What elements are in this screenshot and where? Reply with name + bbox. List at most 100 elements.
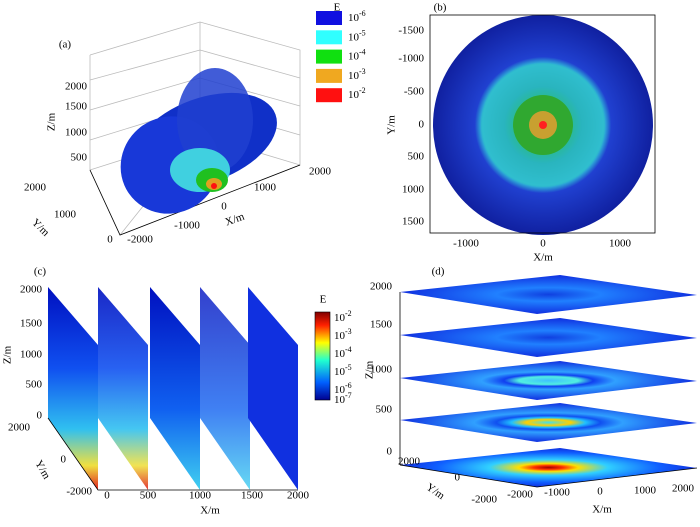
z-axis-label: Z/m [364,360,376,379]
colorbar-tick-label-base: 10 [334,312,346,324]
z-tick-label: 0 [387,446,393,458]
colorbar-tick-label: 10-6 [334,381,352,396]
y-tick-label: -1000 [398,53,424,65]
x-tick-label: -1000 [544,487,570,499]
z-tick-label: 1500 [20,318,43,330]
panel-c-drawing [47,287,331,491]
z-tick-label: 2000 [370,281,393,293]
legend-label-base: 10 [348,89,360,101]
y-tick-label: 2000 [24,182,47,194]
y-tick-label: -500 [404,86,425,98]
colorbar-tick-label-exp: -2 [345,309,352,318]
panel-label: (d) [432,266,445,278]
x-tick-label: 2000 [672,483,695,495]
legend-label-base: 10 [348,31,360,43]
legend-label-exp: -3 [359,67,366,76]
colorbar-tick-label-base: 10 [334,394,346,406]
x-tick-label: -2000 [127,234,153,246]
y-tick-label: 0 [455,472,461,484]
y-axis-label: Y/m [32,458,52,481]
z-tick-label: 500 [26,379,43,391]
x-tick-label: 2000 [287,490,310,502]
legend-swatch [316,30,342,45]
x-axis-label: X/m [200,505,220,517]
x-tick-label: 0 [104,490,110,502]
legend-label-base: 10 [348,12,360,24]
x-tick-label: 1500 [241,490,264,502]
z-tick-label: 1000 [370,364,393,376]
x-tick-label: -1000 [174,220,200,232]
legend-swatch [316,49,342,64]
colorbar-tick-label-exp: -7 [345,391,352,400]
legend-label-exp: -2 [359,86,366,95]
y-axis-label: Y/m [29,217,52,240]
z-axis-label: Z/m [2,345,14,364]
z-tick-label: 1000 [20,349,43,361]
colorbar-tick-label: 10-3 [334,327,352,342]
x-tick-label: 500 [140,490,157,502]
z-axis-label: Z/m [46,112,58,131]
x-tick-label: 2000 [309,166,332,178]
x-tick-label: 0 [540,238,546,250]
colorbar-tick-label-exp: -5 [345,363,352,372]
y-tick-label: 0 [107,234,113,246]
y-tick-label: -2000 [66,486,92,498]
z-tick-label: 500 [376,404,393,416]
z-tick-label: 1500 [65,101,88,113]
x-tick-label: 1000 [634,485,657,497]
y-tick-label: 2000 [8,422,31,434]
colorbar-tick-label-base: 10 [334,330,346,342]
colorbar-tick-label-exp: -3 [345,327,352,336]
y-tick-label: 1500 [402,216,425,228]
x-tick-label: -2000 [507,489,533,501]
legend-swatch [316,88,342,103]
y-tick-label: -2000 [471,494,497,506]
colorbar-tick-label-base: 10 [334,384,346,396]
legend-title: E [334,2,341,14]
legend-label-exp: -5 [359,28,366,37]
x-tick-label: 1000 [189,490,212,502]
colorbar-tick-label-exp: -4 [345,345,352,354]
x-axis-label: X/m [592,504,612,516]
panel-label: (a) [59,39,72,51]
legend-label: 10-5 [348,28,366,43]
colorbar-title: E [320,294,327,306]
colorbar-tick-label: 10-5 [334,363,352,378]
colorbar-tick-label: 10-7 [334,391,352,406]
legend-label: 10-4 [348,47,366,62]
z-tick-label: 2000 [20,284,43,296]
legend-label-base: 10 [348,50,360,62]
y-axis-label: Y/m [424,481,447,502]
colorbar-tick-label-base: 10 [334,366,346,378]
panel-a-drawing [89,21,301,236]
legend-label: 10-6 [348,9,366,24]
legend-swatch [316,11,342,25]
panel-label: (c) [34,266,47,278]
x-tick-label: -1000 [453,238,479,250]
x-axis-label: X/m [224,210,247,228]
y-tick-label: 1000 [402,184,425,196]
colorbar-tick-label-exp: -6 [345,381,352,390]
x-tick-label: 1000 [609,238,632,250]
legend-label-exp: -4 [359,47,366,56]
legend-swatch [316,68,342,83]
legend-label-base: 10 [348,69,360,81]
legend-label: 10-3 [348,67,366,82]
z-tick-label: 2000 [65,81,88,93]
colorbar-tick-label: 10-4 [334,345,352,360]
y-tick-label: 0 [61,454,67,466]
y-tick-label: 2000 [398,456,421,468]
y-tick-label: -1500 [398,25,424,37]
y-tick-label: 0 [419,119,425,131]
panel-d-drawing [399,275,698,488]
x-tick-label: 0 [597,486,603,498]
panel-b-drawing [429,14,656,235]
x-tick-label: 1000 [254,182,277,194]
y-tick-label: 1000 [54,209,77,221]
z-tick-label: 1500 [370,319,393,331]
z-tick-label: 500 [71,152,88,164]
legend-label: 10-2 [348,86,366,101]
legend-label-exp: -6 [359,9,366,18]
x-tick-label: 0 [221,201,227,213]
